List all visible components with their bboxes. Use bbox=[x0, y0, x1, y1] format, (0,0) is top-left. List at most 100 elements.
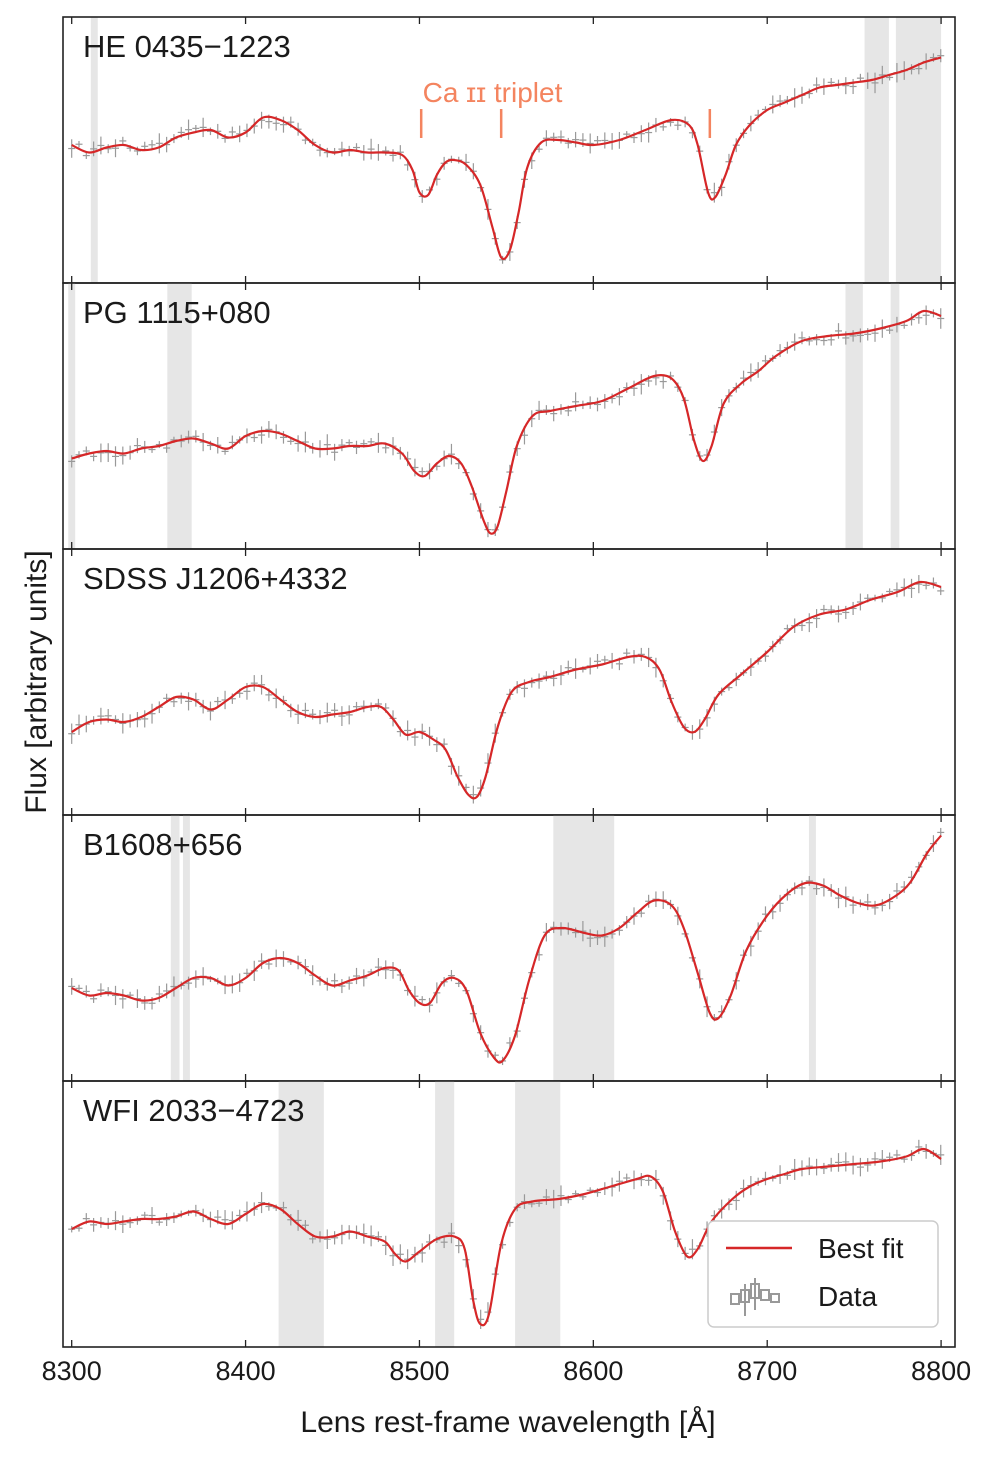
data-point bbox=[871, 1152, 879, 1166]
data-point bbox=[937, 49, 945, 63]
data-point bbox=[915, 575, 923, 594]
data-point bbox=[104, 443, 112, 462]
data-point bbox=[331, 443, 339, 461]
x-ticks bbox=[71, 549, 942, 815]
masked-region bbox=[895, 17, 942, 283]
data-point bbox=[842, 605, 850, 620]
data-point bbox=[572, 131, 580, 148]
data-point bbox=[287, 703, 295, 718]
data-point bbox=[112, 1211, 120, 1231]
data-point bbox=[90, 141, 98, 157]
data-point bbox=[155, 985, 163, 1003]
data-point bbox=[228, 126, 236, 138]
data-point bbox=[871, 900, 879, 915]
data-point bbox=[893, 582, 901, 598]
data-point bbox=[68, 1225, 76, 1233]
data-point bbox=[82, 152, 90, 159]
data-point bbox=[374, 958, 382, 977]
data-point bbox=[805, 613, 813, 633]
best-fit-line bbox=[71, 834, 942, 1064]
best-fit-line bbox=[71, 1147, 942, 1327]
data-point bbox=[520, 679, 528, 698]
data-point bbox=[594, 397, 602, 412]
data-point bbox=[323, 434, 331, 456]
data-point bbox=[732, 1190, 740, 1211]
data-point bbox=[90, 1217, 98, 1232]
data-point bbox=[557, 130, 565, 144]
data-point bbox=[258, 953, 266, 969]
panel-3: SDSS J1206+4332 bbox=[62, 548, 956, 816]
masked-region bbox=[890, 283, 900, 549]
data-point bbox=[382, 146, 390, 156]
data-point bbox=[126, 1217, 134, 1228]
data-point bbox=[68, 723, 76, 744]
data-point bbox=[112, 985, 120, 1006]
masked-region bbox=[182, 815, 190, 1081]
data-point bbox=[535, 400, 543, 420]
data-point bbox=[258, 1192, 266, 1214]
data-point bbox=[250, 433, 258, 442]
data-point bbox=[835, 605, 843, 623]
data-point bbox=[199, 117, 207, 138]
data-point bbox=[345, 976, 353, 990]
data-point bbox=[586, 929, 594, 948]
data-point bbox=[637, 1173, 645, 1187]
data-point bbox=[345, 439, 353, 446]
data-point bbox=[250, 675, 258, 692]
data-point bbox=[740, 370, 748, 386]
x-tick-label: 8600 bbox=[563, 1356, 623, 1386]
data-point bbox=[813, 609, 821, 628]
data-point bbox=[652, 370, 660, 386]
data-point bbox=[141, 1211, 149, 1219]
data-point bbox=[856, 1157, 864, 1177]
masked-region bbox=[515, 1081, 561, 1347]
x-tick-label: 8400 bbox=[216, 1356, 276, 1386]
data-point bbox=[389, 149, 397, 162]
x-tick-label: 8300 bbox=[42, 1356, 102, 1386]
data-point bbox=[805, 876, 813, 886]
data-point bbox=[345, 705, 353, 725]
data-point bbox=[155, 133, 163, 154]
best-fit-line bbox=[71, 56, 942, 261]
data-point bbox=[630, 380, 638, 396]
data-point bbox=[68, 978, 76, 995]
data-point bbox=[301, 431, 309, 453]
data-point bbox=[192, 430, 200, 443]
data-point bbox=[294, 435, 302, 452]
data-point bbox=[221, 1210, 229, 1230]
data-point bbox=[214, 696, 222, 707]
data-point bbox=[148, 140, 156, 150]
x-ticks bbox=[71, 283, 942, 549]
data-point bbox=[645, 122, 653, 143]
masked-region bbox=[170, 815, 180, 1081]
data-point bbox=[374, 1231, 382, 1243]
legend: Best fit Data bbox=[707, 1220, 939, 1328]
data-point bbox=[141, 710, 149, 728]
data-point bbox=[177, 692, 185, 704]
best-fit-line bbox=[71, 580, 942, 800]
data-point bbox=[594, 930, 602, 945]
data-point bbox=[542, 1189, 550, 1205]
panel-1: HE 0435−1223 Ca ɪɪ triplet bbox=[62, 16, 956, 284]
data-point bbox=[659, 374, 667, 389]
data-point bbox=[185, 430, 193, 444]
data-point bbox=[97, 443, 105, 463]
data-point bbox=[389, 962, 397, 979]
data-point bbox=[542, 130, 550, 147]
data-point bbox=[119, 446, 127, 465]
data-point bbox=[97, 136, 105, 155]
data-point bbox=[97, 707, 105, 725]
data-point bbox=[433, 737, 441, 753]
data-point bbox=[842, 77, 850, 95]
panel-label: WFI 2033−4723 bbox=[83, 1093, 304, 1128]
data-points bbox=[68, 305, 945, 538]
masked-region bbox=[864, 17, 889, 283]
masked-region bbox=[435, 1081, 455, 1347]
data-point bbox=[185, 692, 193, 711]
data-point bbox=[849, 78, 857, 95]
data-point bbox=[258, 674, 266, 695]
data-point bbox=[119, 713, 127, 734]
data-point bbox=[418, 1243, 426, 1263]
data-point bbox=[572, 927, 580, 938]
